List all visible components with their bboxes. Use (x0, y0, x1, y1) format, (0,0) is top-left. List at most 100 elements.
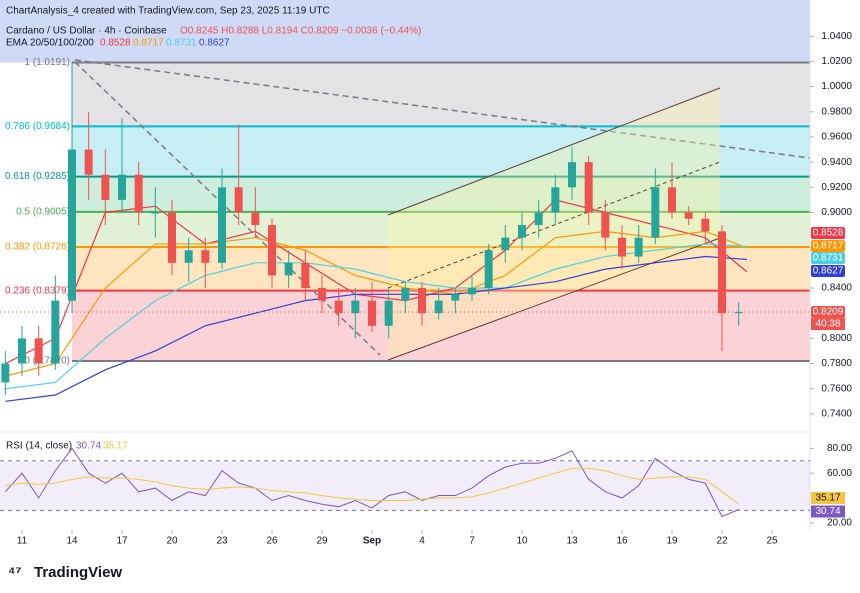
rsi-tick-label: 80.00 (827, 443, 852, 454)
rsi-line (4, 447, 739, 518)
candle-body (734, 312, 743, 314)
candle-body (318, 288, 326, 301)
channel-line (387, 87, 721, 216)
y-tick-label: 0.8000 (821, 333, 852, 344)
y-tick-label: 0.7400 (821, 409, 852, 420)
candle-body (584, 162, 593, 213)
candle-body (168, 212, 176, 263)
attribution: ChartAnalysis_4 created with TradingView… (6, 6, 330, 17)
candle-body (118, 174, 126, 200)
candle-body (218, 187, 226, 263)
x-tick-label: 16 (616, 536, 628, 547)
candle-body (434, 300, 443, 314)
fib-band (72, 62, 810, 127)
rsi-legend-value: 30.74 (76, 441, 101, 452)
candle-body (501, 237, 510, 251)
price-tag-label: 0.8209 (813, 307, 844, 318)
top-band (0, 0, 810, 63)
rsi-band (0, 460, 810, 511)
y-tick-label: 0.7600 (821, 383, 852, 394)
rsi-tag (811, 491, 845, 504)
channel-line (387, 237, 721, 361)
fib-band (72, 246, 810, 291)
plot (1, 62, 748, 402)
candle-body (651, 187, 660, 238)
price-tag (811, 227, 845, 239)
y-tick-label: 0.8400 (821, 283, 852, 294)
rsi-title: RSI (14, close) (6, 441, 72, 452)
ema-legend-value: 0.8717 (133, 38, 164, 49)
ema-legend: EMA 20/50/100/200 (6, 38, 94, 49)
ohlc: O0.8245 H0.8288 L0.8194 C0.8209 −0.0036 … (180, 26, 421, 37)
logo: ⁴⁷ TradingView (8, 564, 122, 581)
candle-body (34, 338, 43, 364)
candle-body (68, 149, 76, 301)
candle-body (401, 288, 410, 301)
fib-label: 0.236 (0.8379) (5, 285, 70, 296)
ema-legend-value: 0.8731 (166, 38, 197, 49)
countdown: 40:38 (815, 319, 840, 330)
price-tag (811, 240, 845, 252)
x-tick-label: 7 (469, 536, 475, 547)
x-tick-label: 14 (66, 536, 78, 547)
candle-body (301, 262, 310, 289)
candle-body (368, 300, 376, 326)
candle-body (634, 237, 643, 257)
candle-body (51, 300, 60, 364)
price-tag-label: 0.8528 (813, 228, 844, 239)
y-tick-label: 0.9200 (821, 182, 852, 193)
fib-label: 1 (1.0191) (24, 57, 70, 68)
candle-body (701, 218, 710, 232)
candle-body (484, 250, 493, 289)
x-tick-label: 4 (419, 536, 425, 547)
price-tag (811, 252, 845, 264)
candle-body (251, 212, 260, 226)
ema-legend-value: 0.8528 (100, 38, 131, 49)
candle-body (234, 187, 243, 213)
fib-label: 0.618 (0.9285) (5, 171, 70, 182)
x-tick-label: Sep (363, 536, 381, 547)
rsi-tick-label: 20.00 (827, 517, 852, 528)
candle-body (1, 363, 10, 383)
x-tick-label: 29 (316, 536, 328, 547)
x-tick-label: 22 (716, 536, 728, 547)
rsi-tag (811, 505, 845, 518)
candle-body (668, 187, 676, 213)
candle-body (201, 250, 210, 263)
candle-body (18, 338, 26, 364)
x-tick-label: 19 (666, 536, 678, 547)
candle-body (184, 250, 193, 263)
rsi-line (5, 467, 739, 505)
y-tick-label: 1.0000 (821, 81, 852, 92)
y-tick-label: 1.0200 (821, 56, 852, 67)
x-tick-label: 26 (266, 536, 278, 547)
y-tick-label: 0.9800 (821, 106, 852, 117)
y-tick-label: 0.7800 (821, 358, 852, 369)
ema-line (5, 230, 748, 377)
rsi-tick-label: 60.00 (827, 468, 852, 479)
candle-body (334, 300, 343, 314)
rsi-tag-label: 35.17 (815, 493, 840, 504)
price-tag-label: 0.8717 (813, 241, 844, 252)
candle-body (134, 174, 143, 213)
trend-line (74, 59, 811, 159)
candle-body (284, 262, 293, 276)
candle-body (101, 174, 110, 200)
ema-line (5, 199, 748, 365)
symbol: Cardano / US Dollar · 4h · Coinbase (6, 26, 167, 37)
rsi-legend-value: 35.17 (103, 441, 128, 452)
x-tick-label: 17 (116, 536, 128, 547)
fib-label: 0.786 (0.9684) (5, 121, 70, 132)
candle-body (151, 212, 160, 214)
candle-body (468, 288, 476, 295)
rsi-tag-label: 30.74 (815, 506, 840, 517)
y-tick-label: 1.0400 (821, 31, 852, 42)
x-tick-label: 23 (216, 536, 228, 547)
x-tick-label: 13 (566, 536, 578, 547)
candle-body (384, 300, 393, 326)
fib-label: 0 (0.7820) (24, 356, 70, 367)
price-tag-label: 0.8731 (813, 253, 844, 264)
candle-body (518, 225, 526, 238)
